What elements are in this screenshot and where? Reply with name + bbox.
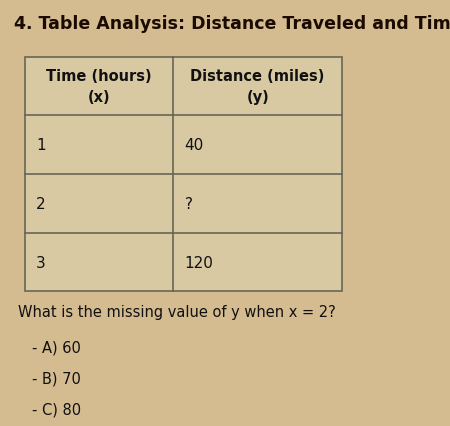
Text: 1: 1 (36, 138, 45, 153)
Text: 3: 3 (36, 255, 46, 270)
Text: - B) 70: - B) 70 (32, 371, 81, 386)
Bar (25, 58, 342, 292)
Text: - A) 60: - A) 60 (32, 340, 81, 354)
Text: ?: ? (184, 196, 193, 211)
Text: What is the missing value of y when x = 2?: What is the missing value of y when x = … (18, 305, 336, 320)
Text: Time (hours)
(x): Time (hours) (x) (46, 69, 152, 105)
Text: 40: 40 (184, 138, 204, 153)
Text: 2: 2 (36, 196, 45, 211)
Text: 120: 120 (184, 255, 213, 270)
Text: - C) 80: - C) 80 (32, 402, 81, 417)
Bar (25, 58, 342, 292)
Text: Distance (miles)
(y): Distance (miles) (y) (190, 69, 325, 105)
Text: 4. Table Analysis: Distance Traveled and Time: 4. Table Analysis: Distance Traveled and… (14, 15, 450, 33)
